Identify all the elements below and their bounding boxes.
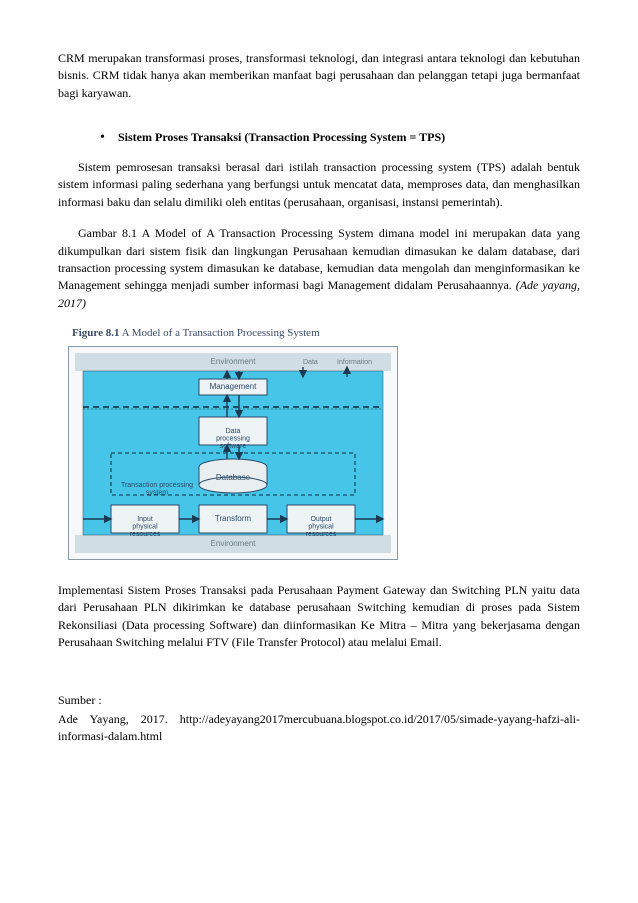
- svg-text:software: software: [220, 443, 247, 450]
- figure-caption-title: A Model of a Transaction Processing Syst…: [122, 327, 320, 339]
- svg-text:resources: resources: [306, 531, 337, 538]
- source-block: Sumber : Ade Yayang, 2017. http://adeyay…: [58, 692, 580, 746]
- figure-description-paragraph: Gambar 8.1 A Model of A Transaction Proc…: [58, 225, 580, 312]
- svg-text:Information: Information: [337, 359, 372, 366]
- diagram-container: Environment Environment Data Information Tra…: [68, 346, 398, 560]
- svg-text:Data: Data: [303, 359, 318, 366]
- document-page: CRM merupakan transformasi proses, trans…: [0, 0, 638, 903]
- svg-text:Management: Management: [210, 382, 257, 391]
- svg-text:Output: Output: [310, 516, 331, 523]
- tps-description-paragraph: Sistem pemrosesan transaksi berasal dari…: [58, 159, 580, 211]
- svg-text:Environment: Environment: [211, 357, 257, 366]
- section-title: Sistem Proses Transaksi (Transaction Pro…: [118, 130, 445, 147]
- svg-text:resources: resources: [130, 531, 161, 538]
- svg-text:Transaction processing: Transaction processing: [121, 482, 193, 489]
- figure: Figure 8.1 A Model of a Transaction Proc…: [68, 326, 398, 560]
- bullet-icon: •: [100, 130, 118, 147]
- figure-description-text: Gambar 8.1 A Model of A Transaction Proc…: [58, 226, 580, 292]
- section-bullet: • Sistem Proses Transaksi (Transaction P…: [100, 130, 580, 147]
- svg-text:Environment: Environment: [211, 539, 257, 548]
- svg-text:physical: physical: [308, 524, 334, 531]
- svg-text:system: system: [146, 490, 168, 497]
- intro-paragraph: CRM merupakan transformasi proses, trans…: [58, 50, 580, 102]
- svg-text:processing: processing: [216, 436, 250, 443]
- svg-text:physical: physical: [132, 524, 158, 531]
- svg-text:Input: Input: [137, 516, 153, 523]
- tps-diagram: Environment Environment Data Information Tra…: [75, 353, 391, 553]
- source-label: Sumber :: [58, 692, 580, 709]
- svg-text:Database: Database: [216, 473, 251, 482]
- implementation-paragraph: Implementasi Sistem Proses Transaksi pad…: [58, 582, 580, 652]
- svg-text:Data: Data: [226, 428, 241, 435]
- svg-text:Transform: Transform: [215, 514, 251, 523]
- figure-caption-label: Figure 8.1: [72, 327, 119, 339]
- figure-caption: Figure 8.1 A Model of a Transaction Proc…: [72, 326, 398, 342]
- source-citation: Ade Yayang, 2017. http://adeyayang2017me…: [58, 711, 580, 746]
